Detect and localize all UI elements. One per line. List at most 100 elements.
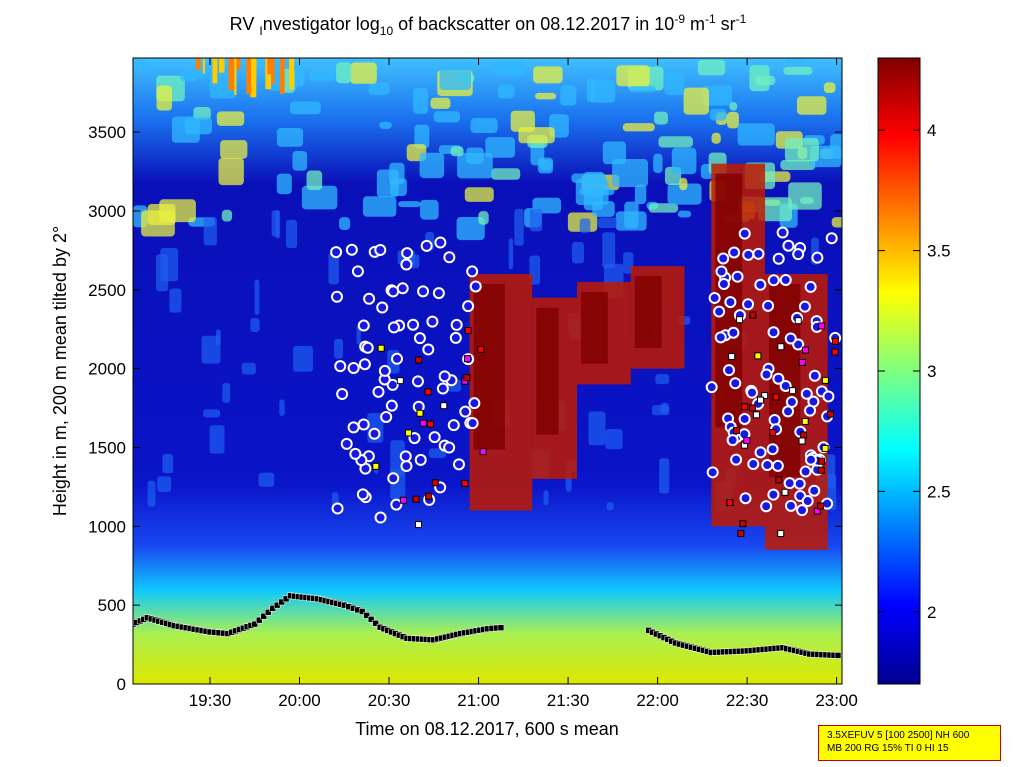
streak [271,58,275,84]
detection-marker [377,344,385,352]
aerosol-patch [147,480,156,507]
cloud-base-circle [380,410,393,423]
cloud-base-circle [387,321,400,334]
aerosol-patch [203,217,217,246]
detection-marker [733,426,741,434]
cloud-base-circle [771,459,784,472]
detection-marker [440,402,448,410]
cloud-patch [220,140,248,159]
cloud-base-circle [776,226,789,239]
cloud-base-circle [772,372,785,385]
detection-marker [477,345,485,353]
detection-marker [416,409,424,417]
cloud-base-circle [374,243,387,256]
detection-marker [754,352,762,360]
cloud-base-circle [408,432,421,445]
cloud-patch [193,106,211,120]
cloud-base-circle [738,227,751,240]
cloud-core [634,276,662,348]
cloud-patch [575,178,609,205]
x-tick-label: 19:30 [189,691,232,710]
x-tick-label: 21:00 [457,691,500,710]
detection-marker [372,462,380,470]
cloud-base-circle [739,492,752,505]
cloud-base-circle [449,331,462,344]
colorbar-ticks: 2 2.5 3 3.5 4 [878,121,951,622]
cloud-patch [667,183,702,205]
layer-marker [834,652,842,659]
cloud-base-circle [469,280,482,293]
cloud-base-circle [447,419,460,432]
cloud-base-circle [767,488,780,501]
cloud-core [581,291,608,364]
cloud-base-circle [747,458,760,471]
cloud-patch [671,147,697,175]
cloud-patch [439,65,472,91]
aerosol-patch [508,238,514,270]
cloud-base-circle [767,274,780,287]
cloud-base-circle [706,466,719,479]
cloud-patch [799,197,814,204]
cloud-base-circle [443,251,456,264]
detection-marker [741,403,749,411]
x-tick-label: 21:30 [547,691,590,710]
y-tick-label: 1500 [88,438,126,457]
detection-marker [431,479,439,487]
cloud-patch [758,197,793,222]
y-axis-label: Height in m, 200 m mean tilted by 2° [50,226,70,516]
aerosol-patch [660,402,669,414]
cloud-patch [414,124,430,149]
streak [195,58,201,71]
cloud-patch [658,136,693,148]
cloud-base-circle [728,246,741,259]
cloud-patch [510,110,535,132]
boundary-layer-markers [133,592,842,659]
cloud-base-circle [801,495,814,508]
cloud-base-circle [731,270,744,283]
cloud-base-circle [334,360,347,373]
cloud-base-circle [434,236,447,249]
cloud-base-circle [443,441,456,454]
detection-marker [761,392,769,400]
y-tick-label: 3000 [88,202,126,221]
cloud-base-circle [784,499,797,512]
layer-marker [358,608,366,615]
cloud-base-circle [361,341,374,354]
cloud-patch [301,185,338,210]
cloud-patch [466,147,484,165]
cloud-patch [420,199,439,220]
streak [251,58,257,83]
y-axis: 0 500 1000 1500 2000 2500 3000 3500 [88,123,842,694]
cloud-patch [830,134,842,159]
cloud-base-circle [822,390,835,403]
cloud-base-circle [331,502,344,515]
aerosol-patch [279,399,285,417]
aerosol-patch [514,208,524,246]
cloud-base-circle [466,417,479,430]
plot-frame [132,57,843,685]
cloud-base-circle [726,434,739,447]
y-tick-label: 0 [117,675,126,694]
cloud-base-circle [411,375,424,388]
cloud-patch [450,146,464,157]
cloud-patch [612,159,649,187]
cloud-base-circle [792,338,805,351]
cloud-patch [624,201,639,229]
detection-marker [821,376,829,384]
cloud-patch [456,217,485,241]
layer-marker [260,612,267,620]
cloud-patch [629,86,656,93]
cloud-patch [339,217,351,230]
cloud-patch [648,203,679,213]
detection-marker [817,502,825,510]
cloud-base-circle [808,369,821,382]
cloud-base-circle [800,387,813,400]
aerosol-patch [328,252,339,285]
cloud-patch [823,82,836,94]
x-tick-label: 23:00 [815,691,858,710]
aerosol-patch [602,232,616,269]
cloud-patch [702,85,732,106]
cloud-patch [216,111,245,126]
cloud-patch [831,217,842,228]
cloud-patch [783,66,813,75]
